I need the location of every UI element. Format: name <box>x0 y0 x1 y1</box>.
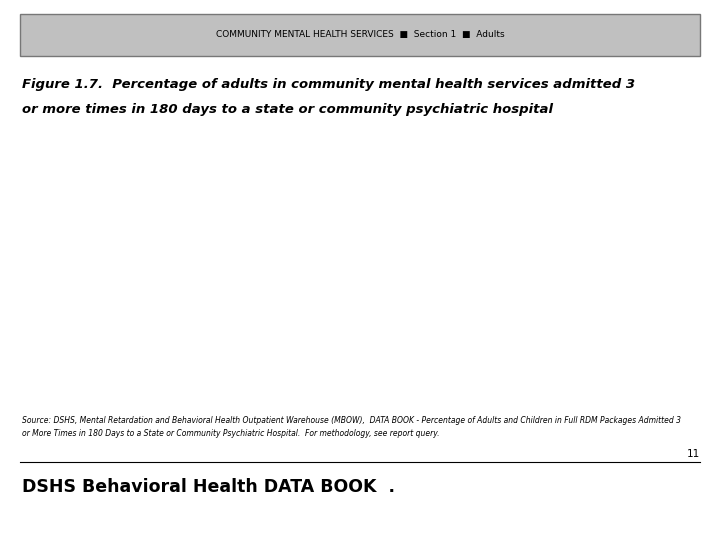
Text: Figure 1.7.  Percentage of adults in community mental health services admitted 3: Figure 1.7. Percentage of adults in comm… <box>22 78 635 91</box>
Text: COMMUNITY MENTAL HEALTH SERVICES  ■  Section 1  ■  Adults: COMMUNITY MENTAL HEALTH SERVICES ■ Secti… <box>216 30 504 39</box>
Text: DSHS Behavioral Health DATA BOOK  .: DSHS Behavioral Health DATA BOOK . <box>22 478 395 496</box>
Text: or more times in 180 days to a state or community psychiatric hospital: or more times in 180 days to a state or … <box>22 103 553 116</box>
Text: Source: DSHS, Mental Retardation and Behavioral Health Outpatient Warehouse (MBO: Source: DSHS, Mental Retardation and Beh… <box>22 416 681 437</box>
Bar <box>20 14 700 56</box>
Text: 11: 11 <box>687 449 700 459</box>
